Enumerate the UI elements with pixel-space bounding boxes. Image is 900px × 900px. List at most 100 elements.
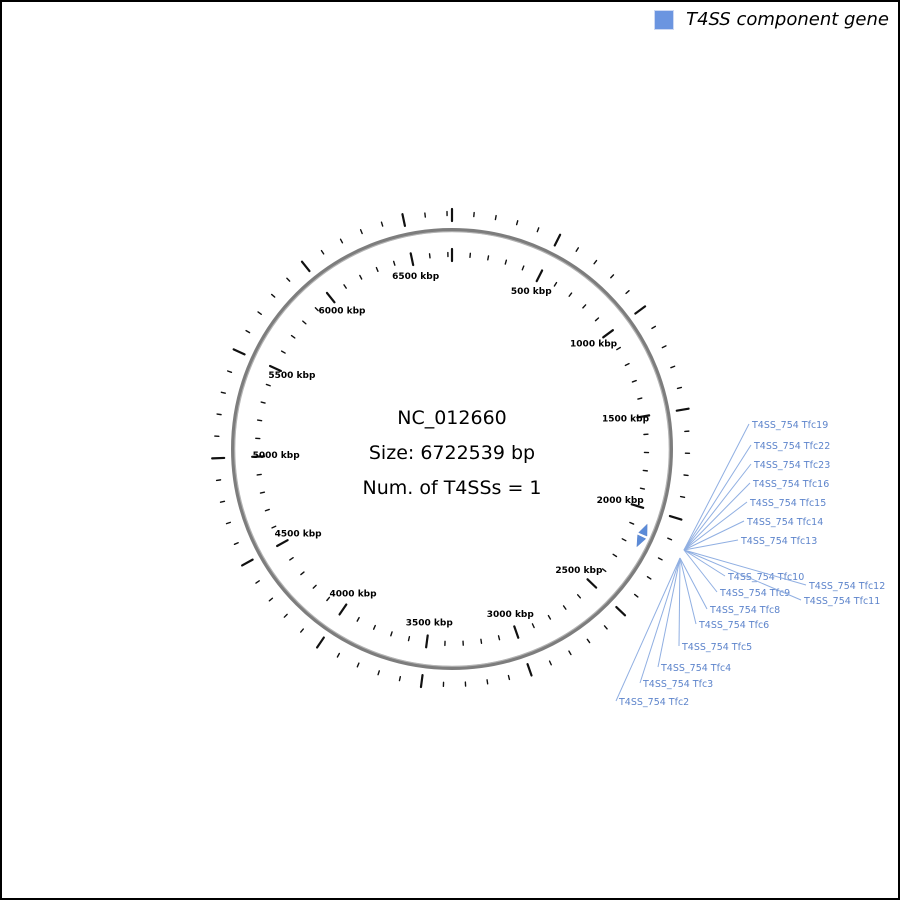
- gene-leader-line: [683, 520, 745, 551]
- gene-label: T4SS_754 Tfc2: [618, 697, 689, 708]
- tick-label: 5000 kbp: [253, 451, 301, 461]
- minor-tick-outer: [603, 625, 608, 630]
- gene-label: T4SS_754 Tfc8: [709, 605, 780, 616]
- minor-tick-inner: [562, 605, 567, 610]
- minor-tick-inner: [375, 266, 379, 273]
- major-tick-outer: [401, 213, 407, 228]
- minor-tick-inner: [407, 636, 411, 642]
- minor-tick-inner: [547, 614, 552, 620]
- minor-tick-outer: [219, 500, 226, 503]
- tick-label: 6500 kbp: [392, 272, 440, 282]
- minor-tick-outer: [339, 238, 344, 244]
- minor-tick-outer: [300, 628, 304, 633]
- gene-leader-line: [639, 557, 681, 684]
- major-tick-outer: [553, 233, 562, 247]
- minor-tick-inner: [616, 346, 621, 351]
- gene-label: T4SS_754 Tfc9: [719, 588, 790, 599]
- minor-tick-outer: [651, 325, 657, 330]
- minor-tick-inner: [314, 307, 319, 312]
- minor-tick-inner: [259, 491, 266, 494]
- t4ss-gene-arrow-icon: [638, 523, 648, 537]
- gene-label: T4SS_754 Tfc19: [751, 420, 828, 431]
- minor-tick-outer: [676, 386, 683, 390]
- major-tick-outer: [615, 605, 627, 617]
- minor-tick-outer: [667, 537, 673, 541]
- gene-leader-line: [657, 557, 681, 668]
- minor-tick-outer: [356, 662, 360, 668]
- major-tick-outer: [675, 407, 690, 412]
- minor-tick-outer: [270, 293, 276, 298]
- minor-tick-inner: [280, 350, 286, 354]
- minor-tick-outer: [380, 221, 384, 227]
- major-tick-inner: [325, 291, 336, 304]
- minor-tick-inner: [343, 284, 347, 289]
- gene-label: T4SS_754 Tfc15: [749, 498, 826, 509]
- minor-tick-inner: [256, 419, 263, 422]
- gene-label: T4SS_754 Tfc12: [808, 581, 885, 592]
- major-tick-inner: [268, 364, 283, 373]
- minor-tick-outer: [320, 249, 325, 255]
- minor-tick-outer: [245, 329, 251, 334]
- major-tick-outer: [634, 305, 647, 315]
- major-tick-outer: [315, 636, 325, 649]
- minor-tick-inner: [504, 259, 508, 265]
- gene-leader-line: [683, 463, 752, 551]
- minor-tick-inner: [302, 320, 307, 325]
- minor-tick-inner: [553, 281, 558, 287]
- minor-tick-outer: [536, 227, 540, 233]
- major-tick-inner: [602, 329, 614, 339]
- minor-tick-inner: [582, 304, 587, 309]
- major-tick-inner: [586, 578, 598, 589]
- major-tick-inner: [276, 539, 289, 548]
- minor-tick-inner: [576, 594, 582, 599]
- minor-tick-outer: [257, 311, 262, 315]
- tick-label: 6000 kbp: [318, 307, 366, 317]
- gene-leader-line: [679, 557, 697, 625]
- minor-tick-inner: [594, 317, 600, 322]
- legend-label: T4SS component gene: [686, 9, 889, 30]
- minor-tick-inner: [624, 362, 630, 367]
- minor-tick-inner: [356, 616, 360, 622]
- minor-tick-outer: [661, 345, 667, 349]
- minor-tick-outer: [377, 670, 381, 676]
- major-tick-outer: [668, 514, 683, 521]
- gene-leader-line: [683, 423, 750, 551]
- gene-leader-line: [683, 482, 751, 551]
- major-tick-outer: [526, 663, 533, 677]
- minor-tick-inner: [497, 635, 501, 641]
- major-tick-outer: [232, 348, 246, 356]
- minor-tick-inner: [480, 638, 483, 644]
- minor-tick-outer: [220, 391, 226, 394]
- minor-tick-inner: [601, 568, 607, 573]
- tick-label: 2500 kbp: [555, 566, 603, 576]
- minor-tick-inner: [392, 260, 396, 266]
- genome-circle: [231, 228, 673, 670]
- minor-tick-outer: [226, 370, 233, 374]
- gene-leader-line: [678, 557, 681, 647]
- minor-tick-inner: [264, 508, 270, 512]
- minor-tick-outer: [336, 652, 341, 658]
- gene-leader-line: [679, 557, 708, 610]
- minor-tick-outer: [286, 277, 291, 282]
- tick-label: 5500 kbp: [268, 371, 316, 381]
- minor-tick-outer: [568, 650, 572, 656]
- minor-tick-outer: [625, 289, 630, 295]
- tick-label: 4500 kbp: [275, 529, 323, 539]
- tick-label: 3000 kbp: [487, 610, 535, 620]
- major-tick-inner: [513, 625, 520, 639]
- minor-tick-outer: [225, 521, 232, 525]
- minor-tick-outer: [548, 660, 552, 666]
- gene-leader-line: [683, 444, 752, 551]
- minor-tick-outer: [633, 593, 639, 598]
- minor-tick-outer: [586, 638, 591, 644]
- minor-tick-inner: [568, 292, 573, 297]
- legend: T4SS component gene: [654, 9, 889, 30]
- gene-leader-line: [683, 549, 726, 577]
- major-tick-inner: [535, 269, 544, 283]
- minor-tick-inner: [326, 596, 331, 602]
- minor-tick-inner: [312, 584, 317, 589]
- major-tick-inner: [636, 414, 651, 419]
- gene-label: T4SS_754 Tfc4: [660, 663, 731, 674]
